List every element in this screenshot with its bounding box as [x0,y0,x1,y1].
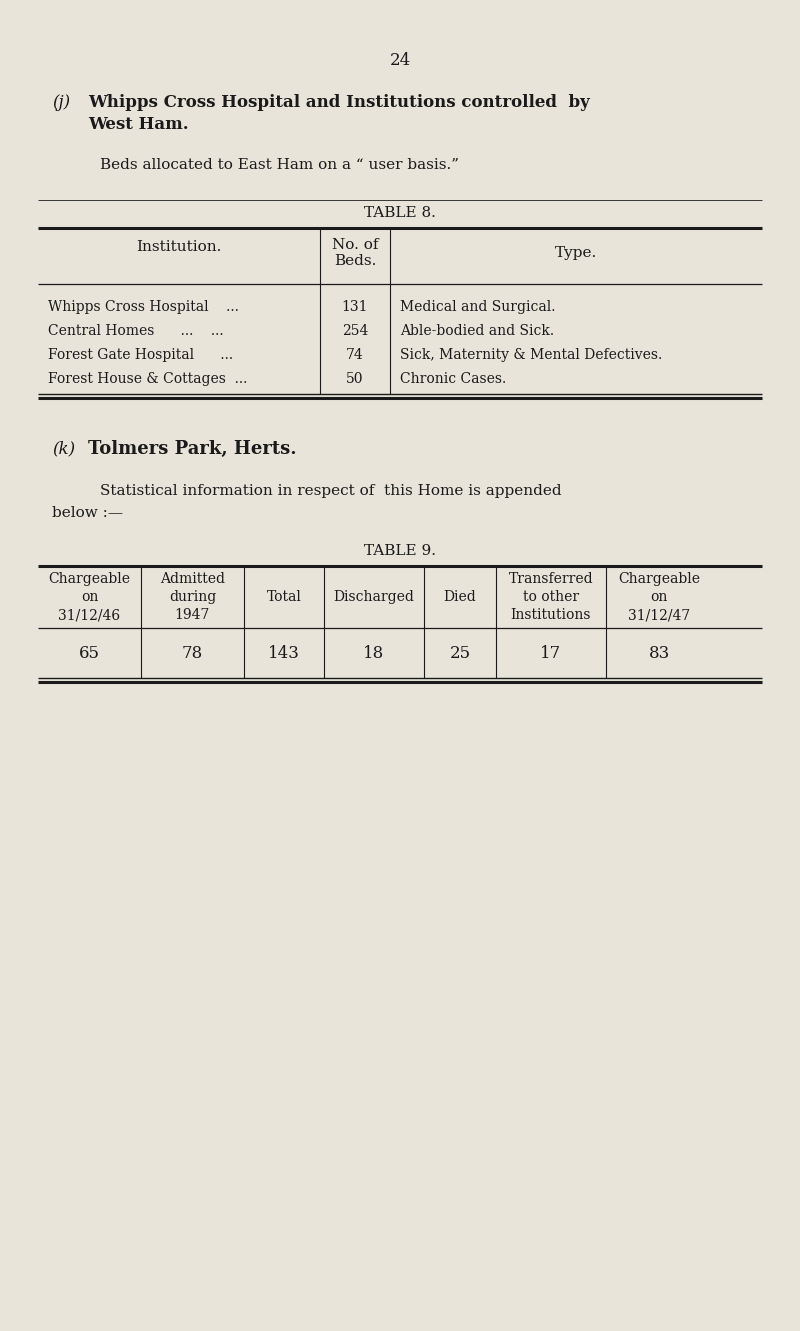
Text: Transferred
to other
Institutions: Transferred to other Institutions [509,571,594,623]
Text: Forest House & Cottages  ...: Forest House & Cottages ... [48,371,247,386]
Text: 24: 24 [390,52,410,69]
Text: below :—: below :— [52,506,123,520]
Text: Whipps Cross Hospital    ...: Whipps Cross Hospital ... [48,299,239,314]
Text: Beds allocated to East Ham on a “ user basis.”: Beds allocated to East Ham on a “ user b… [100,158,459,172]
Text: (k): (k) [52,441,75,457]
Text: Admitted
during
1947: Admitted during 1947 [160,571,225,623]
Text: Chronic Cases.: Chronic Cases. [400,371,506,386]
Text: Forest Gate Hospital      ...: Forest Gate Hospital ... [48,347,233,362]
Text: 78: 78 [182,644,203,662]
Text: 65: 65 [79,644,100,662]
Text: Able-bodied and Sick.: Able-bodied and Sick. [400,323,554,338]
Text: Chargeable
on
31/12/46: Chargeable on 31/12/46 [49,571,130,623]
Text: Chargeable
on
31/12/47: Chargeable on 31/12/47 [618,571,700,623]
Text: West Ham.: West Ham. [88,116,189,133]
Text: Died: Died [444,590,476,604]
Text: (j): (j) [52,95,70,110]
Text: No. of
Beds.: No. of Beds. [332,238,378,269]
Text: 83: 83 [648,644,670,662]
Text: 74: 74 [346,347,364,362]
Text: Total: Total [266,590,302,604]
Text: Discharged: Discharged [334,590,414,604]
Text: Institution.: Institution. [136,240,222,254]
Text: TABLE 9.: TABLE 9. [364,544,436,558]
Text: Central Homes      ...    ...: Central Homes ... ... [48,323,224,338]
Text: Sick, Maternity & Mental Defectives.: Sick, Maternity & Mental Defectives. [400,347,662,362]
Text: 254: 254 [342,323,368,338]
Text: Medical and Surgical.: Medical and Surgical. [400,299,555,314]
Text: 50: 50 [346,371,364,386]
Text: 17: 17 [540,644,562,662]
Text: 18: 18 [363,644,385,662]
Text: TABLE 8.: TABLE 8. [364,206,436,220]
Text: Type.: Type. [555,246,597,260]
Text: 143: 143 [268,644,300,662]
Text: Whipps Cross Hospital and Institutions controlled  by: Whipps Cross Hospital and Institutions c… [88,95,590,110]
Text: Statistical information in respect of  this Home is appended: Statistical information in respect of th… [100,484,562,498]
Text: Tolmers Park, Herts.: Tolmers Park, Herts. [88,441,297,458]
Text: 25: 25 [450,644,470,662]
Text: 131: 131 [342,299,368,314]
